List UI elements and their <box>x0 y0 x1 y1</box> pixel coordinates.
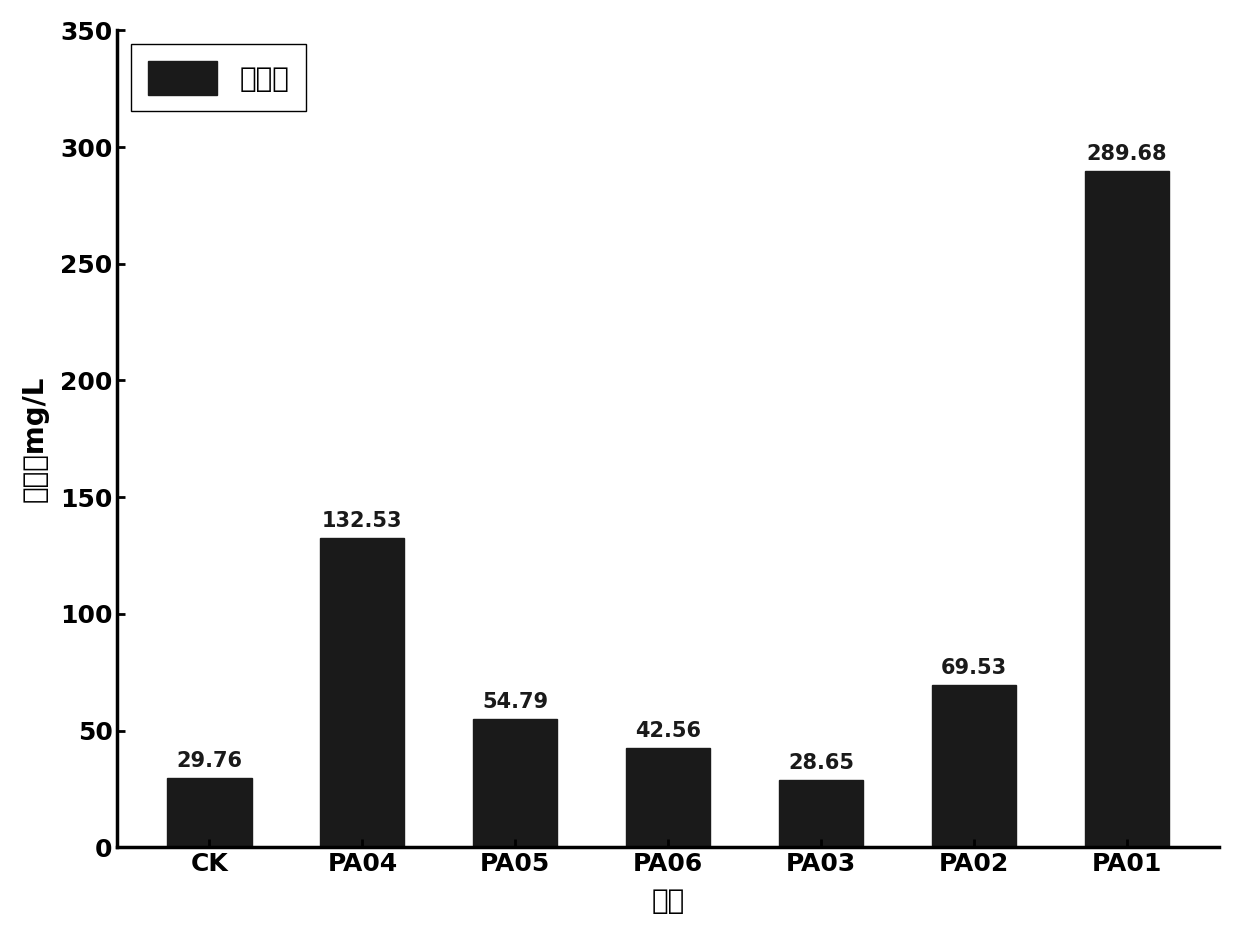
Text: 132.53: 132.53 <box>322 511 403 531</box>
Bar <box>474 720 557 847</box>
Text: 54.79: 54.79 <box>482 693 548 712</box>
Text: 29.76: 29.76 <box>176 751 243 770</box>
Text: 289.68: 289.68 <box>1086 144 1167 164</box>
Text: 28.65: 28.65 <box>789 753 854 773</box>
Bar <box>779 781 863 847</box>
Text: 69.53: 69.53 <box>941 658 1007 678</box>
Y-axis label: 解磷量mg/L: 解磷量mg/L <box>21 375 48 502</box>
Bar <box>932 685 1016 847</box>
Bar <box>167 778 252 847</box>
X-axis label: 菌株: 菌株 <box>651 887 684 915</box>
Bar <box>320 538 404 847</box>
Bar <box>626 748 711 847</box>
Bar <box>1085 171 1169 847</box>
Legend: 解磷量: 解磷量 <box>131 44 306 111</box>
Text: 42.56: 42.56 <box>635 721 702 741</box>
